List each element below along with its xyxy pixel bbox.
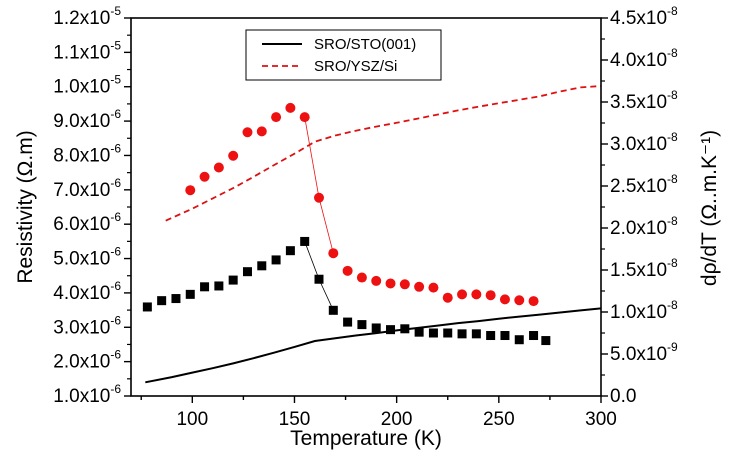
x-tick-label: 100 (176, 409, 208, 430)
legend-label-sro-ysz: SRO/YSZ/Si (314, 58, 397, 75)
y-right-tick-label: 0.0 (610, 386, 636, 407)
data-point (541, 336, 551, 346)
data-point (271, 112, 282, 123)
data-point (342, 265, 353, 276)
data-point (428, 328, 438, 338)
y-left-tick-label: 2.0x10-6 (53, 348, 121, 373)
y-right-tick-label: 1.0x10-8 (610, 298, 678, 323)
x-axis-title: Temperature (K) (290, 427, 442, 450)
data-point (328, 248, 339, 259)
x-tick-label: 150 (279, 409, 311, 430)
data-point (500, 331, 510, 341)
data-point (400, 324, 410, 334)
data-point (242, 267, 252, 277)
data-point (399, 279, 410, 290)
data-point (528, 296, 539, 307)
y-left-tick-label: 5.0x10-6 (53, 245, 121, 270)
y-right-tick-label: 4.5x10-8 (610, 4, 678, 29)
data-point (257, 261, 267, 271)
data-point (385, 278, 396, 289)
y-left-tick-label: 8.0x10-6 (53, 141, 121, 166)
legend-label-sro-sto: SRO/STO(001) (314, 36, 416, 53)
data-point (514, 295, 525, 306)
data-point (356, 272, 367, 283)
legend-box (245, 29, 442, 81)
data-point (471, 289, 482, 300)
data-point (442, 292, 453, 303)
tick-labels: 100 150 200 250 300 1.0x10-6 2.0x10-6 3.0x10-6 4… (53, 4, 678, 430)
data-point (285, 102, 296, 113)
y-right-tick-label: 2.5x10-8 (610, 172, 678, 197)
legend: SRO/STO(001) SRO/YSZ/Si (245, 29, 442, 81)
y-left-tick-label: 1.1x10-5 (53, 38, 121, 63)
drop-connector (318, 279, 334, 311)
data-point (142, 302, 152, 312)
data-point (242, 127, 253, 138)
data-point (471, 329, 481, 339)
data-point (457, 289, 468, 300)
data-point (486, 331, 496, 341)
data-point (213, 162, 224, 173)
drop-connector (318, 197, 334, 254)
data-point (443, 328, 453, 338)
y-left-tick-label: 4.0x10-6 (53, 279, 121, 304)
y-left-tick-label: 6.0x10-6 (53, 210, 121, 235)
data-point (414, 281, 425, 292)
data-point (285, 246, 295, 256)
data-point (228, 150, 239, 161)
y-right-tick-label: 3.0x10-8 (610, 130, 678, 155)
data-point (185, 289, 195, 299)
x-tick-label: 200 (381, 409, 413, 430)
drop-connector (304, 241, 320, 280)
data-point (485, 290, 496, 301)
y-left-tick-label: 1.0x10-5 (53, 73, 121, 98)
data-point (185, 185, 196, 196)
x-tick-label: 250 (483, 409, 515, 430)
series-line (145, 307, 602, 384)
data-point (256, 126, 267, 137)
data-point (457, 329, 467, 339)
y-left-axis-title: Resistivity (Ω.m) (14, 130, 37, 283)
y-right-tick-label: 4.0x10-8 (610, 46, 678, 71)
data-point (214, 281, 224, 291)
data-point (499, 294, 510, 305)
plot-content (142, 85, 602, 384)
data-point (529, 331, 539, 341)
series-line (165, 85, 602, 222)
data-point (357, 320, 367, 330)
y-right-tick-label: 5.0x10-9 (610, 340, 678, 365)
data-point (428, 282, 439, 293)
y-left-tick-label: 1.2x10-5 (53, 4, 121, 29)
data-point (371, 323, 381, 333)
y-left-tick-label: 1.0x10-6 (53, 382, 121, 407)
data-point (200, 282, 210, 292)
y-right-axis-title: dρ/dT (Ω..m.K⁻¹) (698, 130, 721, 286)
y-left-tick-label: 7.0x10-6 (53, 176, 121, 201)
data-point (171, 294, 181, 304)
data-point (343, 317, 353, 327)
y-right-tick-label: 2.0x10-8 (610, 214, 678, 239)
drop-connector (304, 117, 320, 198)
data-point (157, 296, 167, 306)
x-tick-label: 300 (585, 409, 617, 430)
y-right-tick-label: 1.5x10-8 (610, 256, 678, 281)
y-left-tick-label: 9.0x10-6 (53, 107, 121, 132)
data-point (386, 325, 396, 335)
y-left-tick-label: 3.0x10-6 (53, 313, 121, 338)
data-point (228, 275, 238, 285)
data-point (514, 335, 524, 345)
y-right-tick-label: 3.5x10-8 (610, 88, 678, 113)
data-point (371, 275, 382, 286)
axis-ticks (124, 17, 608, 403)
data-point (271, 255, 281, 265)
data-point (199, 171, 210, 182)
data-point (414, 327, 424, 337)
